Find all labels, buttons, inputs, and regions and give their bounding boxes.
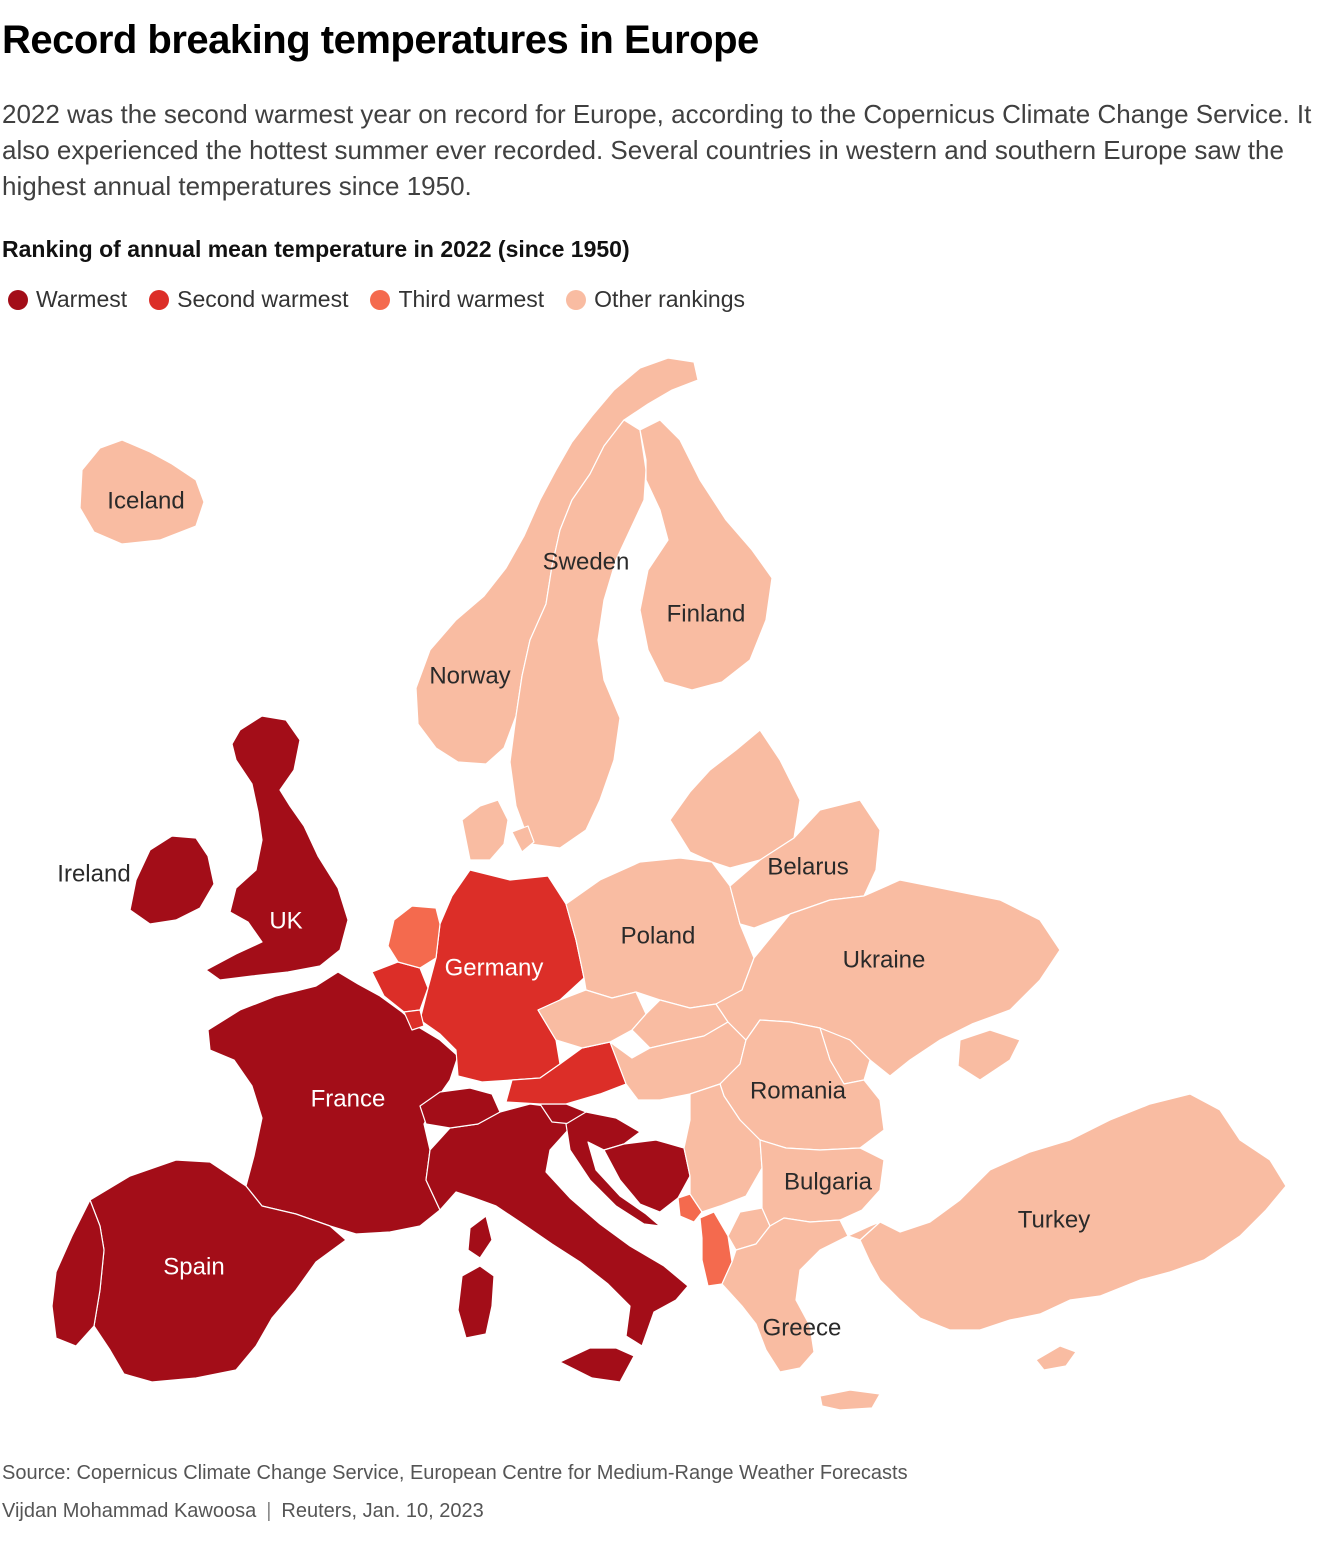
country-montenegro (677, 1193, 703, 1223)
country-cyprus (1035, 1345, 1077, 1371)
credit-separator: | (266, 1500, 272, 1522)
legend-label-other: Other rankings (594, 286, 746, 312)
legend-item-third: Third warmest (370, 286, 544, 313)
legend-swatch-third (370, 289, 391, 310)
country-portugal (51, 1199, 105, 1347)
country-baltic-states (669, 729, 801, 869)
country-label-poland: Poland (621, 922, 696, 949)
legend-swatch-other (566, 289, 587, 310)
country-switzerland (419, 1087, 501, 1129)
country-label-uk: UK (269, 907, 302, 934)
country-italy-part-2 (457, 1265, 495, 1339)
country-label-sweden: Sweden (543, 548, 630, 575)
author-name: Vijdan Mohammad Kawoosa (2, 1500, 257, 1522)
legend-item-other: Other rankings (566, 286, 745, 313)
country-iceland (79, 439, 205, 545)
country-bulgaria (759, 1139, 885, 1227)
legend-item-warmest: Warmest (8, 286, 127, 313)
legend-item-second: Second warmest (149, 286, 348, 313)
legend-swatch-second (149, 289, 170, 310)
country-label-ireland: Ireland (57, 860, 130, 887)
country-croatia (565, 1111, 661, 1227)
chart-subtitle: 2022 was the second warmest year on reco… (2, 99, 1312, 201)
publication-info: Reuters, Jan. 10, 2023 (281, 1500, 484, 1522)
credit-line: Vijdan Mohammad Kawoosa | Reuters, Jan. … (2, 1500, 484, 1523)
country-label-belarus: Belarus (767, 853, 848, 880)
country-sweden (509, 419, 647, 849)
country-luxembourg (403, 1009, 425, 1031)
country-label-iceland: Iceland (107, 487, 184, 514)
country-ireland (129, 835, 215, 925)
country-label-bulgaria: Bulgaria (784, 1168, 873, 1195)
country-bosnia-and-herzegovina (603, 1139, 691, 1213)
country-greece (721, 1217, 849, 1373)
source-note: Source: Copernicus Climate Change Servic… (2, 1462, 908, 1484)
country-denmark-part-1 (511, 825, 535, 853)
country-finland (639, 419, 773, 691)
legend: Warmest Second warmest Third warmest Oth… (8, 286, 745, 313)
country-italy-part-3 (467, 1215, 493, 1259)
country-label-ukraine: Ukraine (843, 946, 926, 973)
country-label-romania: Romania (750, 1077, 847, 1104)
country-turkey (859, 1093, 1287, 1331)
map-heading: Ranking of annual mean temperature in 20… (2, 236, 630, 262)
chart-title: Record breaking temperatures in Europe (2, 18, 759, 62)
country-label-finland: Finland (667, 600, 746, 627)
country-denmark (461, 799, 509, 861)
country-serbia (683, 1083, 763, 1213)
country-label-spain: Spain (163, 1253, 224, 1280)
legend-label-warmest: Warmest (36, 286, 128, 312)
country-label-greece: Greece (763, 1314, 842, 1341)
legend-label-third: Third warmest (398, 286, 545, 312)
country-label-france: France (311, 1085, 386, 1112)
country-label-turkey: Turkey (1018, 1206, 1090, 1233)
country-ukraine-part-1 (957, 1029, 1021, 1081)
europe-map: Iceland Norway Sweden Finland Ireland UK Franc… (51, 357, 1287, 1411)
country-label-norway: Norway (429, 662, 510, 689)
country-italy-part-1 (559, 1347, 635, 1383)
country-netherlands (387, 905, 441, 969)
legend-label-second: Second warmest (177, 286, 349, 312)
country-uk (205, 715, 349, 981)
country-greece-part-1 (819, 1389, 881, 1411)
country-turkey-part-1 (847, 1221, 881, 1241)
legend-swatch-warmest (8, 289, 28, 310)
country-label-germany: Germany (445, 954, 544, 981)
